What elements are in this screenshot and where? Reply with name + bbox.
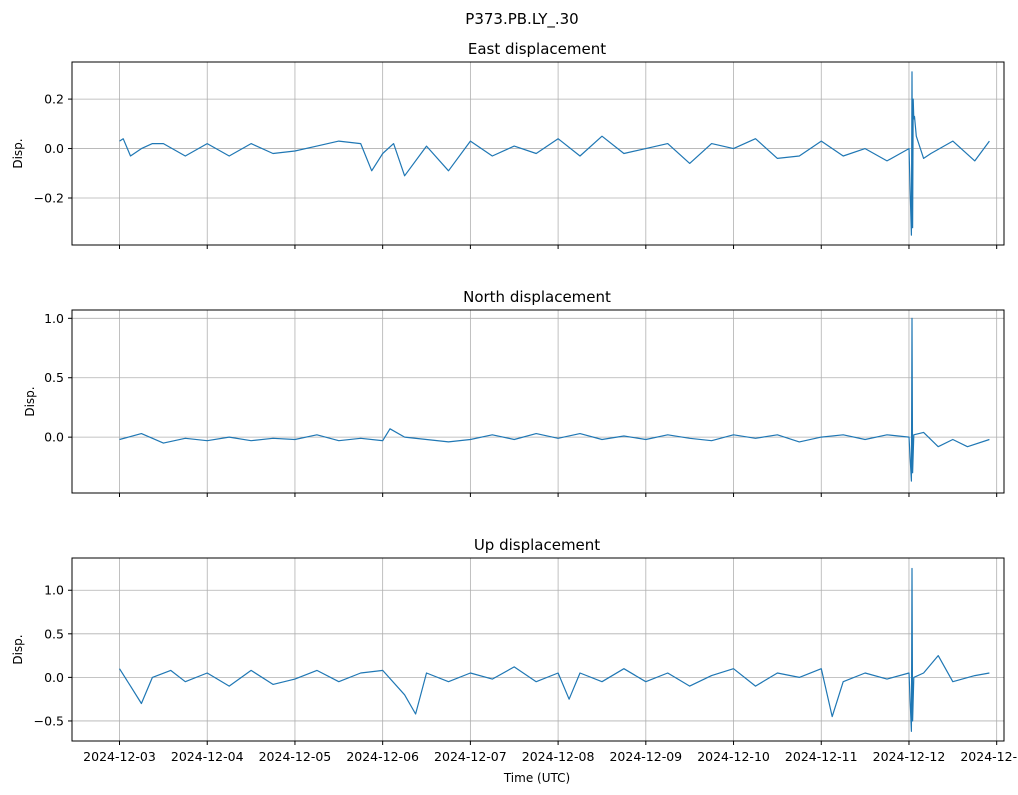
y-tick-label: 0.5 xyxy=(44,370,64,385)
x-tick-label: 2024-12-04 xyxy=(171,749,244,764)
x-tick-label: 2024-12-12 xyxy=(873,749,946,764)
x-tick-label: 2024-12-11 xyxy=(785,749,858,764)
y-tick-label: 1.0 xyxy=(44,583,64,598)
x-tick-label: 2024-12-10 xyxy=(697,749,770,764)
data-series-line xyxy=(118,567,990,733)
y-tick-label: 0.0 xyxy=(44,430,64,445)
panel-title: North displacement xyxy=(463,288,611,306)
y-axis-label: Disp. xyxy=(11,138,25,168)
y-tick-label: 0.0 xyxy=(44,141,64,156)
x-tick-label: 2024-12-06 xyxy=(346,749,419,764)
x-tick-label: 2024-12-07 xyxy=(434,749,507,764)
y-axis-label: Disp. xyxy=(23,386,37,416)
panel-title: Up displacement xyxy=(474,536,600,554)
data-series-line xyxy=(119,317,990,482)
x-tick-label: 2024-12-08 xyxy=(522,749,595,764)
panel-title: East displacement xyxy=(468,40,606,58)
x-tick-label: 2024-12-09 xyxy=(609,749,682,764)
up-displacement-panel: Up displacement 2024-12-03 2024-12-04 2024… xyxy=(11,536,1018,764)
x-tick-label: 2024-12-03 xyxy=(83,749,156,764)
y-tick-label: 1.0 xyxy=(44,311,64,326)
y-tick-label: −0.2 xyxy=(34,191,64,206)
y-tick-label: −0.5 xyxy=(34,713,64,728)
y-tick-label: 0.2 xyxy=(44,92,64,107)
axes-frame xyxy=(71,557,1005,742)
y-tick-label: 0.5 xyxy=(44,626,64,641)
north-displacement-panel: North displacement 0.0 0.5 1.0 Disp. xyxy=(23,288,1005,497)
axes-frame xyxy=(71,309,1005,494)
east-displacement-panel: East displacement −0.2 0.0 0.2 Disp. xyxy=(11,40,1005,249)
x-tick-label: 2024-12-05 xyxy=(259,749,332,764)
y-tick-label: 0.0 xyxy=(44,670,64,685)
axes-frame xyxy=(71,61,1005,246)
y-axis-label: Disp. xyxy=(11,634,25,664)
figure-title: P373.PB.LY_.30 xyxy=(465,10,578,29)
x-tick-label: 2024-12-13 xyxy=(960,749,1018,764)
data-series-line xyxy=(119,71,990,236)
x-axis-label: Time (UTC) xyxy=(503,771,570,785)
